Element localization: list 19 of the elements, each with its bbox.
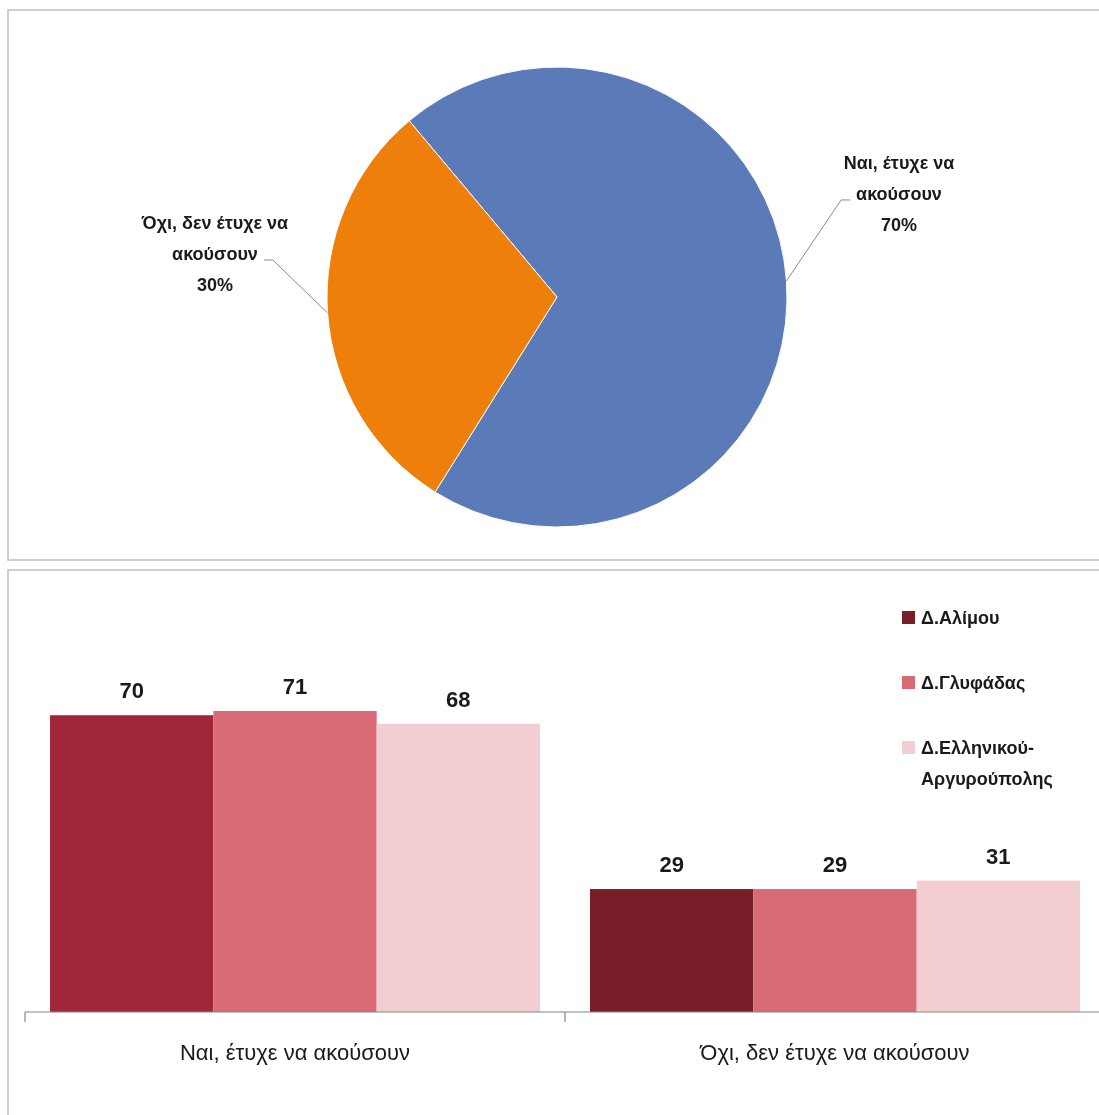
data-label: 68 (446, 686, 471, 712)
bar (376, 723, 540, 1012)
bar (213, 711, 377, 1012)
slice-label: Ναι, έτυχε να ακούσουν (843, 152, 955, 204)
legend-label: Δ.Γλυφάδας (921, 673, 1026, 693)
data-label: 29 (822, 852, 848, 878)
legend-label: Δ.Αλίμου (921, 608, 1000, 628)
legend-label: Δ.Ελληνικού-Αργυρούπολης (921, 738, 1053, 789)
data-label: 29 (659, 852, 684, 878)
bar (590, 889, 754, 1012)
bar (753, 889, 917, 1012)
slice-label: Όχι, δεν έτυχε να ακούσουν (140, 213, 289, 265)
bar (916, 880, 1080, 1012)
data-label: 31 (986, 843, 1011, 869)
data-label: 71 (282, 674, 308, 699)
data-label: 70 (119, 678, 144, 704)
data-label: 70% (880, 214, 918, 235)
data-label: 30% (196, 275, 234, 296)
bar (50, 715, 214, 1012)
